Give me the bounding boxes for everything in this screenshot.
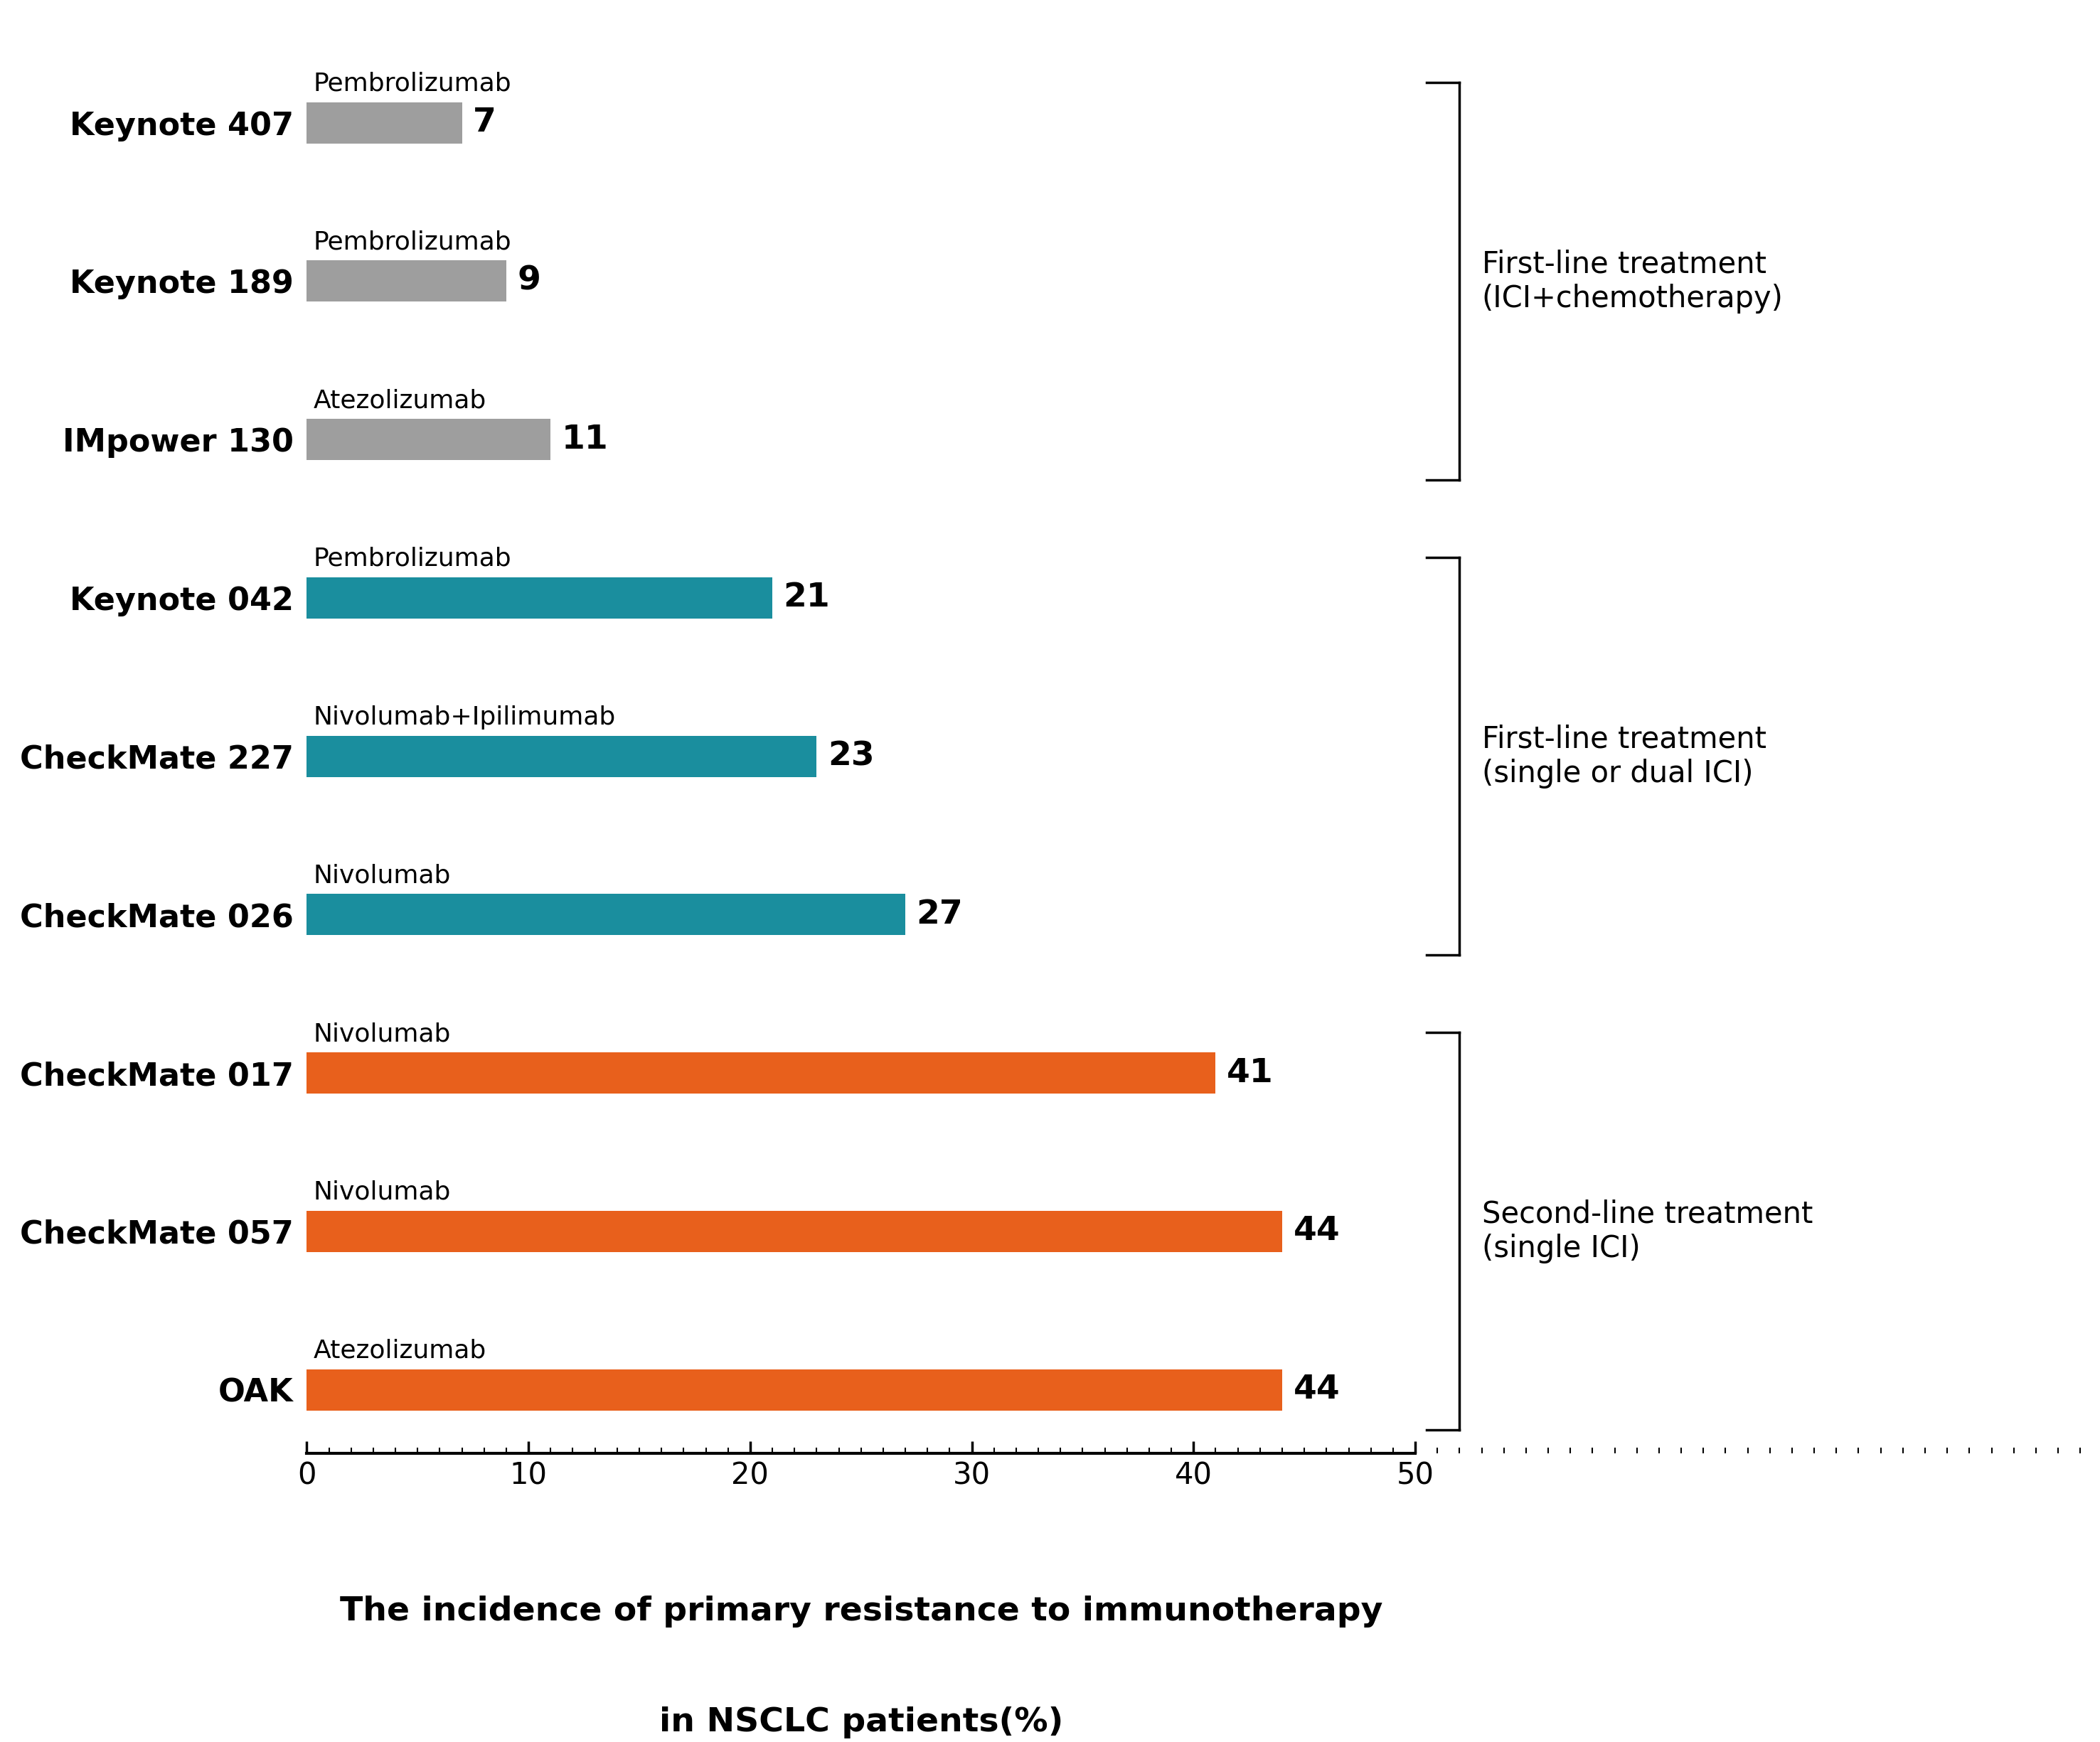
Bar bbox=[307, 103, 462, 143]
Text: 44: 44 bbox=[1294, 1216, 1340, 1247]
Text: 41: 41 bbox=[1226, 1057, 1273, 1089]
Text: Pembrolizumab: Pembrolizumab bbox=[313, 547, 512, 571]
Text: 21: 21 bbox=[783, 582, 830, 613]
Text: Nivolumab: Nivolumab bbox=[313, 864, 452, 888]
Text: Pembrolizumab: Pembrolizumab bbox=[313, 230, 512, 254]
Text: First-line treatment
(single or dual ICI): First-line treatment (single or dual ICI… bbox=[1483, 725, 1766, 789]
Text: Atezolizumab: Atezolizumab bbox=[313, 388, 487, 413]
Bar bbox=[307, 735, 817, 777]
Text: Nivolumab: Nivolumab bbox=[313, 1023, 452, 1045]
Text: 23: 23 bbox=[827, 740, 874, 772]
Text: Nivolumab+Ipilimumab: Nivolumab+Ipilimumab bbox=[313, 706, 615, 730]
Bar bbox=[307, 1369, 1283, 1411]
Text: Pembrolizumab: Pembrolizumab bbox=[313, 71, 512, 96]
Text: 11: 11 bbox=[561, 423, 609, 455]
Bar bbox=[307, 1052, 1216, 1094]
Bar bbox=[307, 1211, 1283, 1252]
Text: Atezolizumab: Atezolizumab bbox=[313, 1338, 487, 1362]
Text: First-line treatment
(ICI+chemotherapy): First-line treatment (ICI+chemotherapy) bbox=[1483, 249, 1783, 314]
Text: 7: 7 bbox=[473, 106, 496, 139]
Text: 44: 44 bbox=[1294, 1374, 1340, 1406]
Bar bbox=[307, 418, 550, 460]
Bar bbox=[307, 577, 773, 618]
Text: Nivolumab: Nivolumab bbox=[313, 1181, 452, 1204]
Text: 9: 9 bbox=[517, 265, 542, 298]
Text: 27: 27 bbox=[916, 899, 964, 930]
Text: Second-line treatment
(single ICI): Second-line treatment (single ICI) bbox=[1483, 1198, 1812, 1263]
Text: The incidence of primary resistance to immunotherapy: The incidence of primary resistance to i… bbox=[340, 1596, 1382, 1627]
Text: in NSCLC patients(%): in NSCLC patients(%) bbox=[659, 1707, 1063, 1739]
Bar bbox=[307, 261, 506, 301]
Bar bbox=[307, 894, 905, 935]
